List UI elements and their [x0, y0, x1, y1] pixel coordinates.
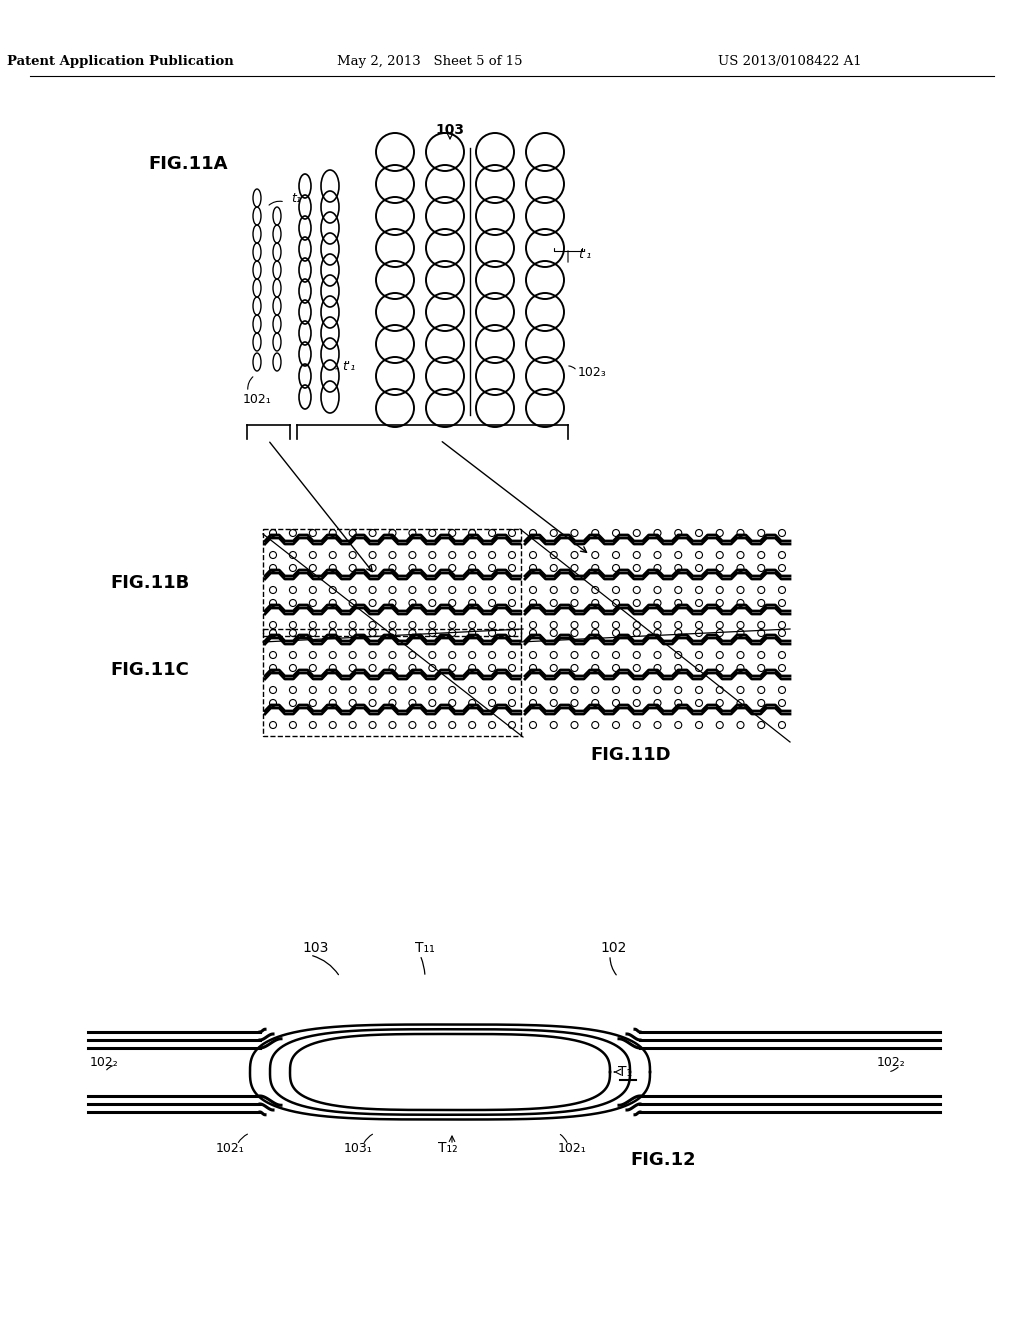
Text: FIG.12: FIG.12: [630, 1151, 695, 1170]
Text: T₁₁: T₁₁: [415, 941, 435, 954]
Text: 102₃: 102₃: [578, 366, 607, 379]
Text: 102: 102: [600, 941, 627, 954]
Text: FIG.11A: FIG.11A: [148, 154, 227, 173]
Text: 102₁: 102₁: [243, 393, 271, 407]
Text: 102₂: 102₂: [877, 1056, 905, 1069]
Text: US 2013/0108422 A1: US 2013/0108422 A1: [718, 55, 862, 69]
Text: 103: 103: [302, 941, 329, 954]
Text: 102₁: 102₁: [558, 1142, 587, 1155]
Bar: [263, 630, 521, 737]
Text: FIG.11D: FIG.11D: [590, 746, 671, 764]
Text: T₁: T₁: [618, 1065, 632, 1078]
Bar: [263, 529, 521, 636]
Text: FIG.11B: FIG.11B: [110, 574, 189, 591]
Text: T₁₂: T₁₂: [438, 1140, 458, 1155]
Text: 102₂: 102₂: [90, 1056, 119, 1069]
Text: FIG.11C: FIG.11C: [110, 661, 188, 678]
Text: 103₁: 103₁: [344, 1142, 373, 1155]
Text: Patent Application Publication: Patent Application Publication: [6, 55, 233, 69]
Text: t'₁: t'₁: [578, 248, 591, 261]
Text: 103: 103: [435, 123, 465, 137]
Text: t₁: t₁: [291, 191, 301, 205]
Text: t'₁: t'₁: [342, 359, 355, 372]
Text: May 2, 2013   Sheet 5 of 15: May 2, 2013 Sheet 5 of 15: [337, 55, 522, 69]
Text: 102₁: 102₁: [216, 1142, 245, 1155]
